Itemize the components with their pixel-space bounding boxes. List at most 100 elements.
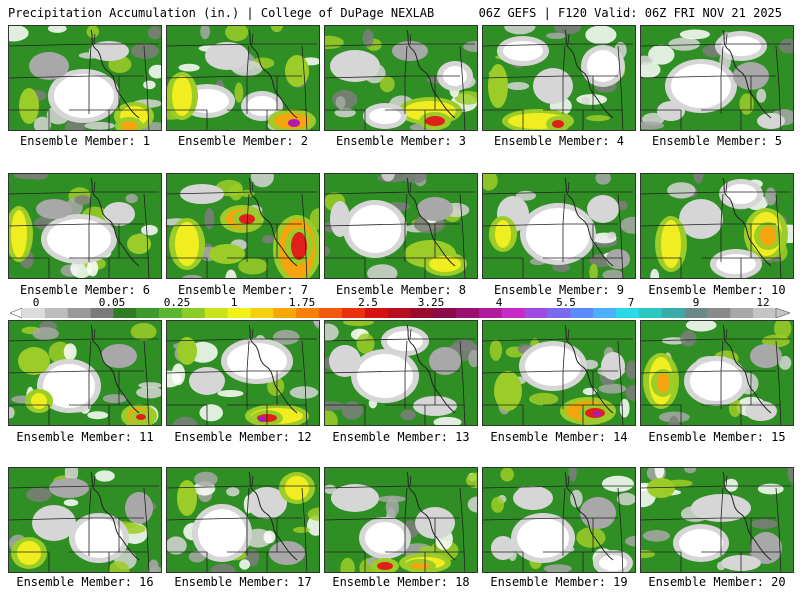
colorbar-swatch [159, 308, 183, 318]
colorbar-tick-label: 4 [495, 296, 503, 309]
ensemble-map-2 [166, 25, 320, 131]
ensemble-member-label: Ensemble Member: 7 [177, 283, 309, 297]
ensemble-map-9 [482, 173, 636, 279]
colorbar-swatch [296, 308, 320, 318]
colorbar-swatch [593, 308, 617, 318]
ensemble-member-label: Ensemble Member: 20 [648, 575, 786, 589]
precip-field [167, 321, 319, 425]
ensemble-member-label: Ensemble Member: 8 [335, 283, 467, 297]
precip-field [483, 468, 635, 572]
colorbar-swatch [204, 308, 228, 318]
colorbar-swatch [410, 308, 434, 318]
colorbar-swatch [661, 308, 685, 318]
colorbar-tick-label: 7 [627, 296, 635, 309]
precip-field [483, 26, 635, 130]
colorbar-swatch [364, 308, 388, 318]
colorbar-scale [10, 308, 790, 318]
ensemble-map-16 [8, 467, 162, 573]
ensemble-map-4 [482, 25, 636, 131]
colorbar-swatch [524, 308, 548, 318]
colorbar-swatch [227, 308, 251, 318]
colorbar-swatch [90, 308, 114, 318]
colorbar-tick-label: 5.5 [556, 296, 576, 309]
ensemble-map-8 [324, 173, 478, 279]
ensemble-member-label: Ensemble Member: 11 [16, 430, 154, 444]
colorbar-swatch [638, 308, 663, 318]
colorbar-swatch [273, 308, 297, 318]
ensemble-member-label: Ensemble Member: 6 [19, 283, 151, 297]
colorbar-tick-label: 12 [756, 296, 770, 309]
precip-field [483, 321, 635, 425]
precip-field [9, 321, 161, 425]
colorbar-swatch [456, 308, 480, 318]
precip-field [483, 174, 635, 278]
ensemble-map-10 [640, 173, 794, 279]
ensemble-member-label: Ensemble Member: 18 [332, 575, 470, 589]
colorbar-tick-label: 2.5 [358, 296, 378, 309]
ensemble-member-label: Ensemble Member: 17 [174, 575, 312, 589]
precip-field [167, 26, 319, 130]
ensemble-member-label: Ensemble Member: 2 [177, 134, 309, 148]
colorbar-swatch [501, 308, 525, 318]
colorbar-swatch [616, 308, 640, 318]
ensemble-member-label: Ensemble Member: 9 [493, 283, 625, 297]
run-info: 06Z GEFS | F120 Valid: 06Z FRI NOV 21 20… [478, 6, 782, 20]
ensemble-map-15 [640, 320, 794, 426]
colorbar-swatch [136, 308, 160, 318]
ensemble-member-label: Ensemble Member: 4 [493, 134, 625, 148]
ensemble-map-1 [8, 25, 162, 131]
ensemble-member-label: Ensemble Member: 3 [335, 134, 467, 148]
precip-field [325, 174, 477, 278]
precip-field [641, 321, 793, 425]
colorbar-tick-label: 0.05 [98, 296, 126, 309]
colorbar-swatch [478, 308, 503, 318]
colorbar-tick-label: 0 [32, 296, 40, 309]
colorbar-min-arrow [10, 308, 23, 318]
ensemble-member-label: Ensemble Member: 10 [648, 283, 786, 297]
ensemble-member-label: Ensemble Member: 16 [16, 575, 154, 589]
ensemble-map-12 [166, 320, 320, 426]
colorbar-swatch [753, 308, 777, 318]
ensemble-member-label: Ensemble Member: 1 [19, 134, 151, 148]
ensemble-map-13 [324, 320, 478, 426]
colorbar-swatch [730, 308, 754, 318]
precip-field [641, 26, 793, 130]
ensemble-map-11 [8, 320, 162, 426]
precip-field [325, 321, 477, 425]
ensemble-member-label: Ensemble Member: 13 [332, 430, 470, 444]
precip-field [9, 26, 161, 130]
colorbar-swatch [433, 308, 457, 318]
colorbar-swatch [181, 308, 206, 318]
ensemble-member-label: Ensemble Member: 15 [648, 430, 786, 444]
colorbar-tick-label: 9 [692, 296, 700, 309]
ensemble-map-20 [640, 467, 794, 573]
colorbar-swatch [547, 308, 571, 318]
ensemble-map-17 [166, 467, 320, 573]
precip-field [325, 468, 477, 572]
precip-field [325, 26, 477, 130]
colorbar: 0 0.05 0.25 1 1.75 2.5 3.25 4 5.5 7 9 12 [10, 296, 790, 320]
precip-field [9, 468, 161, 572]
colorbar-swatch [387, 308, 411, 318]
ensemble-map-3 [324, 25, 478, 131]
colorbar-swatch [113, 308, 137, 318]
ensemble-member-label: Ensemble Member: 5 [651, 134, 783, 148]
precip-field [641, 468, 793, 572]
colorbar-swatch [250, 308, 274, 318]
colorbar-tick-label: 1 [230, 296, 238, 309]
precip-field [9, 174, 161, 278]
colorbar-swatch [684, 308, 708, 318]
ensemble-member-label: Ensemble Member: 12 [174, 430, 312, 444]
ensemble-member-label: Ensemble Member: 14 [490, 430, 628, 444]
ensemble-map-18 [324, 467, 478, 573]
colorbar-tick-label: 0.25 [163, 296, 191, 309]
precip-field [641, 174, 793, 278]
colorbar-tick-label: 1.75 [288, 296, 316, 309]
colorbar-max-arrow [775, 308, 790, 318]
page-title: Precipitation Accumulation (in.) | Colle… [8, 6, 435, 20]
ensemble-map-7 [166, 173, 320, 279]
colorbar-swatch [22, 308, 46, 318]
precip-field [167, 174, 319, 278]
colorbar-swatch [44, 308, 68, 318]
colorbar-tick-label: 3.25 [417, 296, 445, 309]
